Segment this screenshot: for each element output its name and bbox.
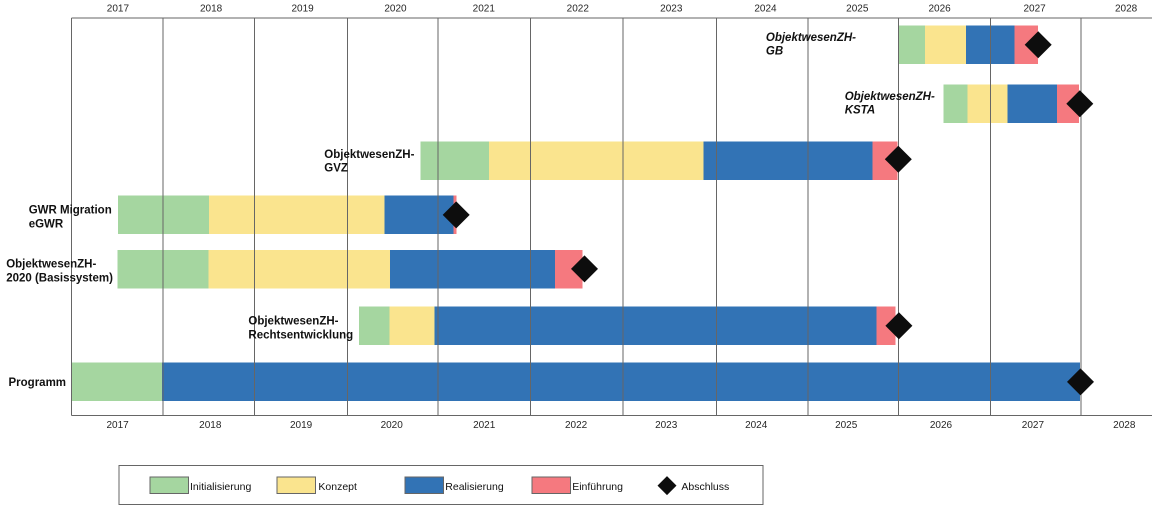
svg-text:2018: 2018 <box>199 420 222 431</box>
svg-text:GVZ: GVZ <box>324 163 348 175</box>
svg-text:GB: GB <box>766 45 783 57</box>
svg-text:2020: 2020 <box>381 420 404 431</box>
svg-text:Realisierung: Realisierung <box>445 481 504 493</box>
svg-text:eGWR: eGWR <box>29 219 64 231</box>
svg-text:2025: 2025 <box>835 420 858 431</box>
svg-text:2027: 2027 <box>1023 4 1046 15</box>
svg-text:2017: 2017 <box>106 420 129 431</box>
svg-text:2017: 2017 <box>107 4 130 15</box>
svg-text:2028: 2028 <box>1115 4 1138 15</box>
svg-text:2022: 2022 <box>567 4 590 15</box>
svg-text:Rechtsentwicklung: Rechtsentwicklung <box>248 329 353 341</box>
svg-text:2019: 2019 <box>291 4 314 15</box>
svg-text:2025: 2025 <box>846 4 869 15</box>
svg-text:2024: 2024 <box>754 4 777 15</box>
svg-text:Initialisierung: Initialisierung <box>190 481 251 493</box>
svg-text:2018: 2018 <box>200 4 223 15</box>
svg-text:Einführung: Einführung <box>572 481 623 493</box>
svg-text:2026: 2026 <box>930 420 953 431</box>
svg-text:2019: 2019 <box>290 420 313 431</box>
svg-text:2020 (Basissystem): 2020 (Basissystem) <box>6 273 113 285</box>
svg-text:2027: 2027 <box>1022 420 1045 431</box>
svg-text:2024: 2024 <box>745 420 768 431</box>
svg-text:Konzept: Konzept <box>318 481 357 493</box>
svg-text:2023: 2023 <box>655 420 678 431</box>
svg-text:2028: 2028 <box>1113 420 1136 431</box>
svg-text:ObjektwesenZH-: ObjektwesenZH- <box>248 316 338 328</box>
svg-text:KSTA: KSTA <box>845 104 875 116</box>
svg-text:2021: 2021 <box>473 420 496 431</box>
svg-text:ObjektwesenZH-: ObjektwesenZH- <box>6 259 96 271</box>
svg-text:ObjektwesenZH-: ObjektwesenZH- <box>324 149 414 161</box>
svg-text:Abschluss: Abschluss <box>681 481 729 493</box>
svg-text:2022: 2022 <box>565 420 588 431</box>
svg-text:2026: 2026 <box>928 4 951 15</box>
svg-text:2020: 2020 <box>384 4 407 15</box>
svg-text:ObjektwesenZH-: ObjektwesenZH- <box>766 32 856 44</box>
svg-text:GWR Migration: GWR Migration <box>29 205 112 217</box>
svg-text:Programm: Programm <box>9 377 67 389</box>
svg-text:2021: 2021 <box>473 4 496 15</box>
svg-text:2023: 2023 <box>660 4 683 15</box>
svg-text:ObjektwesenZH-: ObjektwesenZH- <box>845 91 935 103</box>
